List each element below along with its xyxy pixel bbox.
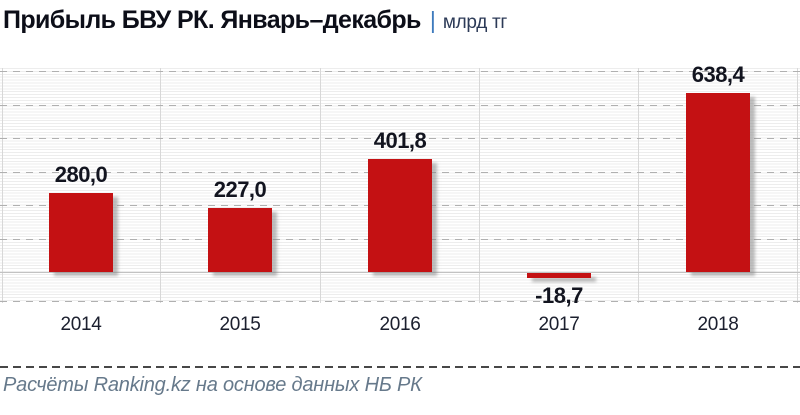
category-separator-line-2 (320, 68, 321, 303)
value-label-2015: 227,0 (213, 177, 267, 203)
value-label-2018: 638,4 (691, 62, 745, 87)
bar-2018 (686, 92, 750, 272)
bar-2017 (527, 273, 591, 279)
bar-2016 (368, 159, 432, 272)
major-gridline-6 (0, 301, 800, 302)
title-separator: | (429, 7, 436, 33)
chart-header: Прибыль БВУ РК. Январь–декабрь | млрд тг (3, 6, 797, 42)
major-gridline-2 (0, 138, 800, 139)
value-label-2016: 401,8 (373, 128, 427, 154)
unit-label: млрд тг (442, 12, 507, 33)
category-separator-line-3 (479, 68, 480, 303)
x-axis-label-2018: 2018 (697, 314, 739, 335)
x-axis-label-2014: 2014 (60, 314, 102, 335)
value-label-2017: -18,7 (535, 283, 583, 309)
source-note: Расчёты Ranking.kz на основе данных НБ Р… (3, 374, 422, 396)
category-separator-line-4 (638, 68, 639, 303)
x-axis: 2014 2015 2016 2017 2018 (0, 313, 800, 337)
bar-2014 (49, 193, 113, 272)
zero-axis-line (0, 272, 800, 273)
x-axis-label-2016: 2016 (379, 314, 421, 335)
category-separator-line-5 (797, 68, 798, 303)
major-gridline-0 (0, 71, 800, 72)
x-axis-label-2017: 2017 (538, 314, 580, 335)
value-label-2014: 280,0 (54, 162, 108, 188)
major-gridline-1 (0, 104, 800, 106)
footer-divider (0, 366, 800, 368)
x-axis-label-2015: 2015 (219, 314, 261, 335)
plot-area: 280,0 227,0 401,8 -18,7 638,4 (0, 63, 800, 308)
category-separator-line-1 (160, 68, 161, 303)
bar-2015 (208, 208, 272, 272)
chart-title: Прибыль БВУ РК. Январь–декабрь (3, 6, 421, 34)
category-separator-line-0 (2, 68, 3, 303)
